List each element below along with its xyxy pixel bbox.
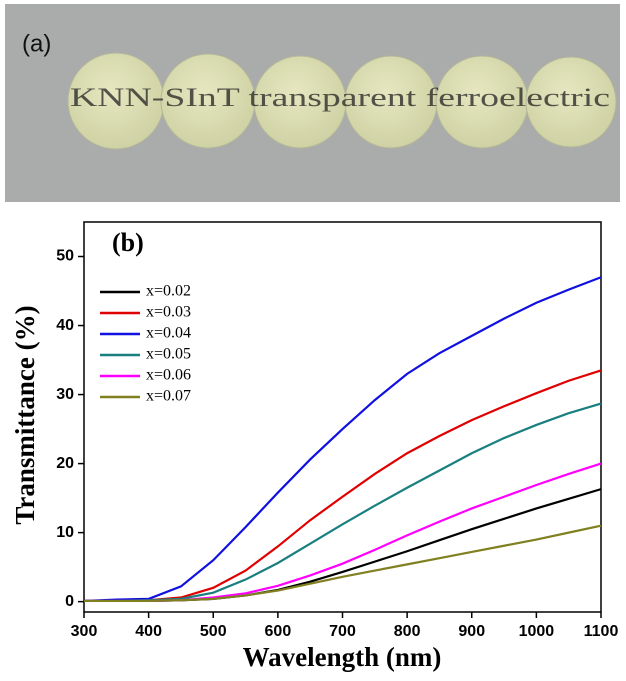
series-line — [84, 369, 602, 603]
legend-label: x=0.05 — [146, 346, 191, 363]
x-tick-label: 1100 — [584, 623, 619, 640]
plot-frame — [83, 221, 602, 613]
legend-label: x=0.07 — [146, 388, 191, 405]
y-tick-label: 50 — [56, 248, 74, 265]
photo-panel: KNN-SInT transparent ferroelectric (a) — [5, 4, 620, 202]
x-tick-label: 400 — [135, 623, 162, 640]
panel-label: (b) — [112, 228, 144, 257]
legend-label: x=0.03 — [146, 304, 191, 321]
x-tick-label: 500 — [200, 623, 227, 640]
y-axis-label: Transmittance (%) — [10, 305, 40, 524]
x-tick-label: 900 — [458, 623, 485, 640]
x-tick-label: 700 — [329, 623, 356, 640]
y-tick-label: 30 — [56, 386, 74, 403]
photo-text: KNN-SInT transparent ferroelectric — [70, 83, 610, 112]
y-tick-label: 0 — [65, 593, 74, 610]
y-tick-label: 20 — [56, 455, 74, 472]
x-tick-label: 1000 — [519, 623, 555, 640]
legend-label: x=0.06 — [146, 367, 191, 384]
y-tick-label: 10 — [56, 524, 74, 541]
series-line — [84, 462, 602, 603]
disc — [525, 56, 617, 148]
y-tick-label: 40 — [56, 317, 74, 334]
chart: (b) Wavelength (nm) Transmittance (%) — [10, 228, 441, 672]
x-tick-label: 300 — [71, 623, 98, 640]
x-tick-label: 600 — [265, 623, 292, 640]
x-tick-label: 800 — [394, 623, 421, 640]
series-line — [84, 488, 602, 603]
panel-label: (a) — [22, 30, 51, 57]
series-line — [84, 402, 602, 603]
series-line — [83, 276, 602, 603]
series-line — [84, 524, 602, 603]
discs — [67, 52, 617, 150]
legend-label: x=0.02 — [146, 283, 191, 300]
x-axis-label: Wavelength (nm) — [243, 642, 442, 672]
legend-label: x=0.04 — [146, 325, 191, 342]
